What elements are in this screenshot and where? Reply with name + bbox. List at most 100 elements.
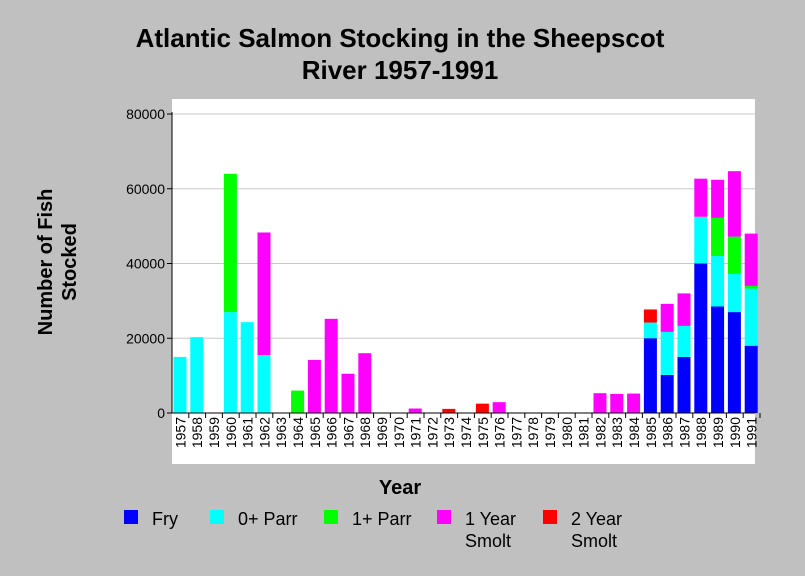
- x-tick-label: 1984: [626, 417, 642, 448]
- x-tick-label: 1963: [273, 417, 289, 448]
- bar-segment: [341, 373, 355, 413]
- x-tick-label: 1981: [576, 417, 592, 448]
- x-tick-label: 1958: [189, 417, 205, 448]
- x-tick-label: 1985: [643, 417, 659, 448]
- x-tick-label: 1971: [408, 417, 424, 448]
- x-tick-label: 1986: [660, 417, 676, 448]
- bars: [173, 171, 758, 413]
- legend-swatch: [124, 510, 138, 524]
- bar-segment: [643, 322, 657, 339]
- x-tick-label: 1975: [475, 417, 491, 448]
- x-tick-label: 1964: [290, 417, 306, 448]
- bar-segment: [257, 355, 271, 413]
- bar-segment: [677, 356, 691, 413]
- bar-segment: [627, 393, 641, 413]
- y-axis-label: Number of Fish Stocked: [35, 189, 81, 336]
- bar-segment: [358, 353, 372, 413]
- bar-segment: [610, 393, 624, 413]
- y-tick-label: 0: [157, 405, 165, 421]
- bar-segment: [711, 306, 725, 413]
- y-axis: 0 20000 40000 60000 80000: [126, 106, 173, 421]
- x-tick-label: 1959: [206, 417, 222, 448]
- x-tick-label: 1960: [223, 417, 239, 448]
- x-tick-label: 1970: [391, 417, 407, 448]
- bar-segment: [727, 312, 741, 413]
- x-tick-label: 1978: [525, 417, 541, 448]
- x-tick-label: 1976: [492, 417, 508, 448]
- bar-segment: [442, 408, 456, 413]
- y-tick-label: 60000: [126, 181, 165, 197]
- x-tick-label: 1973: [441, 417, 457, 448]
- bar-segment: [240, 322, 254, 413]
- bar-segment: [660, 374, 674, 413]
- legend-label: 0+ Parr: [238, 509, 298, 529]
- bar-segment: [324, 318, 338, 413]
- x-tick-label: 1967: [340, 417, 356, 448]
- legend-swatch: [437, 510, 451, 524]
- legend-label: 1+ Parr: [352, 509, 412, 529]
- y-tick-label: 40000: [126, 256, 165, 272]
- x-tick-label: 1972: [424, 417, 440, 448]
- bar-segment: [744, 233, 758, 286]
- chart-title-line: Atlantic Salmon Stocking in the Sheepsco…: [135, 23, 665, 53]
- bar-segment: [694, 178, 708, 217]
- bar-segment: [475, 403, 489, 413]
- bar-segment: [727, 236, 741, 274]
- x-tick-label: 1957: [172, 417, 188, 448]
- y-tick-label: 80000: [126, 106, 165, 122]
- x-axis: 1957 1958 1959 1960 1961 1962 1963 1964 1965 1966…: [172, 412, 761, 448]
- bar-segment: [711, 256, 725, 307]
- bar-segment: [711, 217, 725, 257]
- x-tick-label: 1965: [307, 417, 323, 448]
- bar-segment: [643, 338, 657, 413]
- x-axis-label: Year: [379, 477, 421, 499]
- y-axis-label-line: Number of Fish: [35, 189, 57, 336]
- bar-segment: [223, 173, 237, 313]
- bar-segment: [677, 325, 691, 357]
- bar-segment: [223, 312, 237, 413]
- bar-segment: [727, 171, 741, 237]
- legend-label: 2 Year Smolt: [571, 509, 623, 551]
- bar-segment: [677, 293, 691, 326]
- x-tick-label: 1988: [693, 417, 709, 448]
- bar-segment: [660, 331, 674, 375]
- bar-segment: [744, 288, 758, 346]
- x-tick-label: 1989: [710, 417, 726, 448]
- x-tick-label: 1962: [256, 417, 272, 448]
- x-tick-label: 1990: [727, 417, 743, 448]
- bar-segment: [744, 285, 758, 289]
- x-tick-label: 1983: [609, 417, 625, 448]
- bar-segment: [257, 232, 271, 356]
- x-tick-label: 1968: [357, 417, 373, 448]
- bar-segment: [660, 303, 674, 332]
- x-tick-label: 1966: [324, 417, 340, 448]
- x-tick-label: 1980: [559, 417, 575, 448]
- bar-segment: [291, 390, 305, 413]
- legend-swatch: [324, 510, 338, 524]
- legend-swatch: [210, 510, 224, 524]
- y-tick-label: 20000: [126, 330, 165, 346]
- y-axis-label-line: Stocked: [59, 223, 81, 301]
- legend-swatch: [543, 510, 557, 524]
- x-tick-label: 1969: [374, 417, 390, 448]
- x-tick-label: 1977: [508, 417, 524, 448]
- bar-segment: [190, 337, 204, 413]
- x-tick-label: 1974: [458, 417, 474, 448]
- bar-segment: [711, 179, 725, 218]
- x-tick-label: 1991: [744, 417, 760, 448]
- legend-label: Fry: [152, 509, 178, 529]
- bar-segment: [593, 393, 607, 413]
- bar-segment: [307, 359, 321, 413]
- bar-segment: [727, 273, 741, 313]
- chart-title-line: River 1957-1991: [301, 55, 499, 85]
- bar-segment: [492, 402, 506, 413]
- x-tick-label: 1987: [676, 417, 692, 448]
- chart-title: Atlantic Salmon Stocking in the Sheepsco…: [40, 22, 760, 86]
- bar-segment: [694, 263, 708, 413]
- bar-segment: [694, 216, 708, 264]
- bar-segment: [744, 345, 758, 413]
- bar-segment: [408, 408, 422, 413]
- bar-segment: [643, 309, 657, 323]
- bar-segment: [173, 356, 187, 413]
